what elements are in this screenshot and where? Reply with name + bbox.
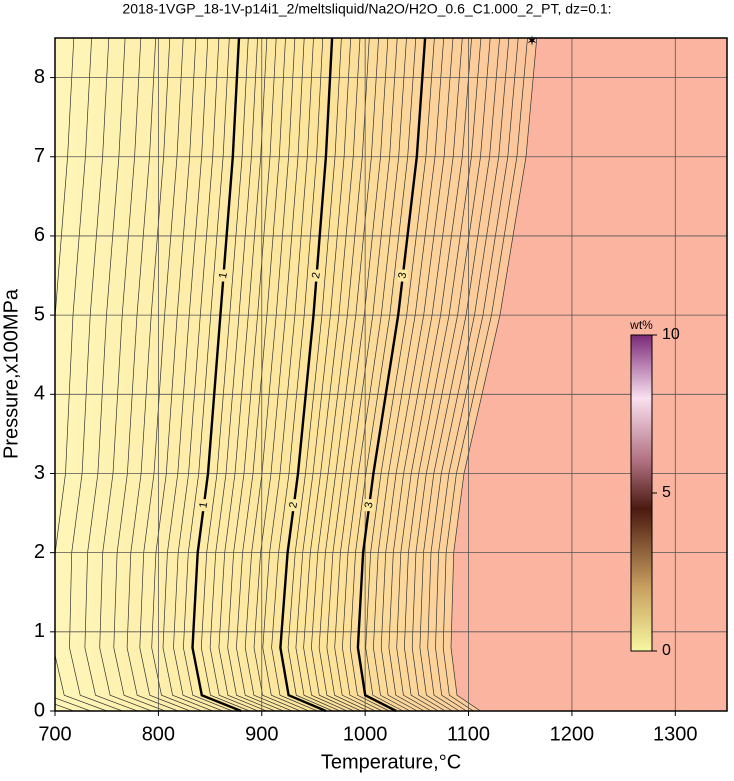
x-tick-label: 1000 — [343, 723, 388, 745]
y-tick-label: 4 — [34, 383, 45, 405]
minor-contour — [450, 38, 538, 711]
minor-contour — [227, 38, 277, 711]
chart-title: 2018-1VGP_18-1V-p14i1_2/meltsliquid/Na2O… — [122, 1, 611, 17]
minor-contour — [342, 38, 407, 711]
y-tick-label: 6 — [34, 224, 45, 246]
y-tick-label: 1 — [34, 620, 45, 642]
minor-contour — [183, 38, 233, 711]
contour-label-bg — [364, 499, 375, 512]
x-tick-label: 1100 — [447, 723, 490, 745]
contour-label-bg — [218, 269, 229, 282]
colorbar-tick-label: 5 — [662, 484, 671, 501]
minor-contour — [380, 38, 454, 711]
colorbar — [630, 334, 653, 652]
minor-contour — [311, 38, 370, 711]
minor-contour — [427, 38, 510, 711]
minor-contour — [139, 38, 191, 711]
minor-contour — [334, 38, 398, 711]
low-region — [55, 38, 537, 711]
y-tick-label: 0 — [34, 699, 45, 721]
colorbar-tick-label: 10 — [662, 326, 680, 343]
x-tick-label: 1300 — [653, 723, 698, 745]
minor-contour — [349, 38, 417, 711]
minor-contour — [365, 38, 435, 711]
minor-contour — [419, 38, 500, 711]
minor-contour — [162, 38, 213, 711]
contour-label-bg — [397, 269, 408, 282]
minor-contour — [151, 38, 202, 711]
minor-contour — [173, 38, 223, 711]
minor-contour — [253, 38, 305, 711]
minor-contour — [218, 38, 268, 711]
y-tick-label: 7 — [34, 145, 45, 167]
marker-star: ✶ — [526, 33, 538, 49]
minor-contour — [69, 38, 123, 711]
contour-label: 1 — [217, 271, 230, 279]
minor-contour — [236, 38, 286, 711]
contour-line — [279, 37, 334, 713]
x-tick-label: 800 — [142, 723, 175, 745]
x-axis-label: Temperature,°C — [321, 751, 461, 773]
minor-contour — [84, 38, 138, 711]
contour-label-bg — [288, 499, 299, 512]
minor-contour — [373, 38, 445, 711]
minor-contour — [209, 38, 259, 711]
minor-contour — [99, 38, 152, 711]
minor-contour — [318, 38, 379, 711]
minor-contour — [388, 38, 463, 711]
x-tick-label: 700 — [38, 723, 71, 745]
x-tick-label: 900 — [245, 723, 278, 745]
contour-line — [191, 37, 242, 713]
contour-label-bg — [198, 499, 209, 512]
y-tick-label: 3 — [34, 462, 45, 484]
contour-label: 3 — [396, 271, 409, 279]
contour-label: 3 — [363, 501, 376, 509]
y-tick-label: 8 — [34, 66, 45, 88]
minor-contour — [244, 38, 296, 711]
minor-contour — [271, 38, 324, 711]
minor-contour — [287, 38, 342, 711]
minor-contour — [126, 38, 179, 711]
minor-contour — [442, 38, 528, 711]
y-tick-label: 2 — [34, 541, 45, 563]
minor-contour — [396, 38, 472, 711]
contour-label: 2 — [310, 271, 323, 279]
y-tick-label: 5 — [34, 303, 45, 325]
minor-contour — [295, 38, 352, 711]
minor-contour — [55, 38, 107, 711]
minor-contour — [113, 38, 166, 711]
minor-contour — [411, 38, 491, 711]
contour-label-bg — [311, 269, 322, 282]
minor-contour — [435, 38, 519, 711]
minor-contour — [200, 38, 250, 711]
plot-frame — [54, 37, 728, 712]
contour-line — [356, 37, 427, 713]
contour-label: 2 — [287, 501, 300, 509]
minor-contour — [262, 38, 314, 711]
minor-contour — [326, 38, 389, 711]
contour-label: 1 — [197, 501, 210, 509]
colorbar-tick-label: 0 — [662, 642, 671, 659]
colorbar-label: wt% — [629, 318, 653, 332]
plot-area — [55, 38, 727, 711]
minor-contour — [404, 38, 482, 711]
minor-contour — [55, 38, 91, 711]
x-tick-label: 1200 — [550, 723, 595, 745]
y-axis-label: Pressure,x100MPa — [0, 288, 22, 459]
minor-contour — [303, 38, 361, 711]
